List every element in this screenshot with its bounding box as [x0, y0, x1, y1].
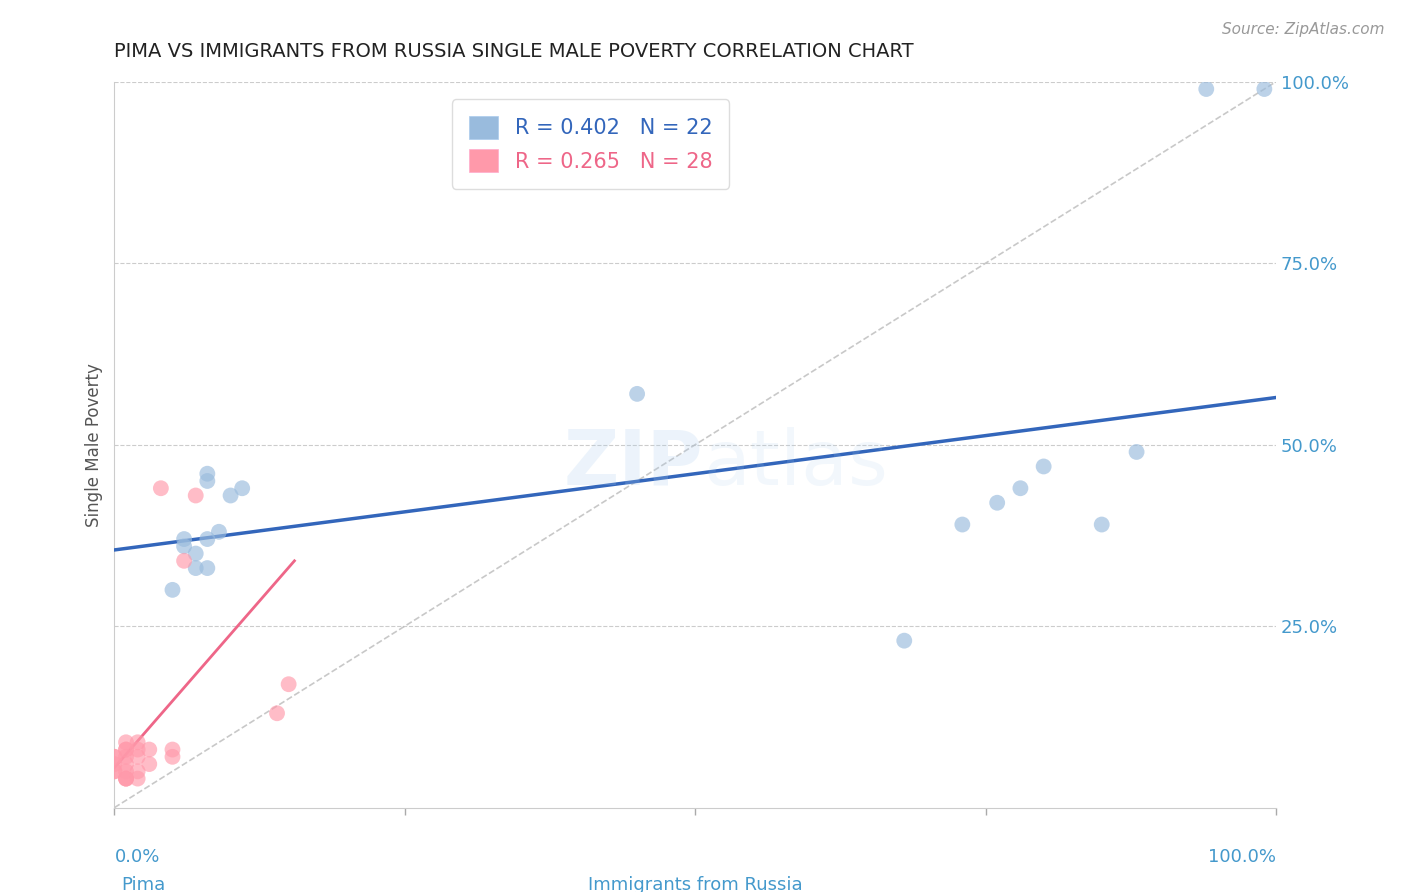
Point [893, 633, 915, 648]
Text: Source: ZipAtlas.com: Source: ZipAtlas.com [1222, 22, 1385, 37]
Point [127, 749, 149, 764]
Point [1032, 459, 1054, 474]
Point [950, 517, 973, 532]
Point [195, 467, 218, 481]
Point [103, 749, 125, 764]
Point [1253, 82, 1275, 96]
Point [184, 561, 207, 575]
Point [149, 481, 172, 495]
Point [115, 757, 138, 772]
Point [277, 677, 299, 691]
Point [115, 742, 138, 756]
Point [127, 764, 149, 779]
Point [103, 764, 125, 779]
Point [1125, 445, 1147, 459]
Point [115, 735, 138, 749]
Point [103, 757, 125, 772]
Legend: R = 0.402   N = 22, R = 0.265   N = 28: R = 0.402 N = 22, R = 0.265 N = 28 [453, 99, 730, 188]
Text: 0.0%: 0.0% [114, 847, 160, 866]
Point [626, 387, 648, 401]
Text: ZIP: ZIP [564, 427, 703, 500]
Point [184, 547, 207, 561]
Point [115, 764, 138, 779]
Point [195, 532, 218, 546]
Point [219, 488, 242, 502]
Point [195, 561, 218, 575]
Point [1195, 82, 1218, 96]
Point [173, 532, 195, 546]
Point [138, 757, 160, 772]
Point [195, 474, 218, 488]
Point [162, 742, 184, 756]
Point [103, 764, 125, 779]
Point [103, 749, 125, 764]
Point [115, 749, 138, 764]
Text: Pima: Pima [121, 876, 166, 892]
Point [138, 742, 160, 756]
Point [127, 735, 149, 749]
Point [173, 539, 195, 553]
Point [1010, 481, 1032, 495]
Point [127, 742, 149, 756]
Point [162, 749, 184, 764]
Point [115, 772, 138, 786]
Point [266, 706, 288, 721]
Point [184, 488, 207, 502]
Text: Immigrants from Russia: Immigrants from Russia [588, 876, 803, 892]
Point [115, 772, 138, 786]
Point [208, 524, 231, 539]
Y-axis label: Single Male Poverty: Single Male Poverty [86, 363, 103, 526]
Point [162, 582, 184, 597]
Point [231, 481, 253, 495]
Text: atlas: atlas [703, 427, 887, 500]
Point [115, 742, 138, 756]
Point [1091, 517, 1114, 532]
Point [173, 554, 195, 568]
Text: PIMA VS IMMIGRANTS FROM RUSSIA SINGLE MALE POVERTY CORRELATION CHART: PIMA VS IMMIGRANTS FROM RUSSIA SINGLE MA… [114, 42, 914, 61]
Point [115, 772, 138, 786]
Point [986, 496, 1008, 510]
Point [127, 772, 149, 786]
Text: 100.0%: 100.0% [1208, 847, 1277, 866]
